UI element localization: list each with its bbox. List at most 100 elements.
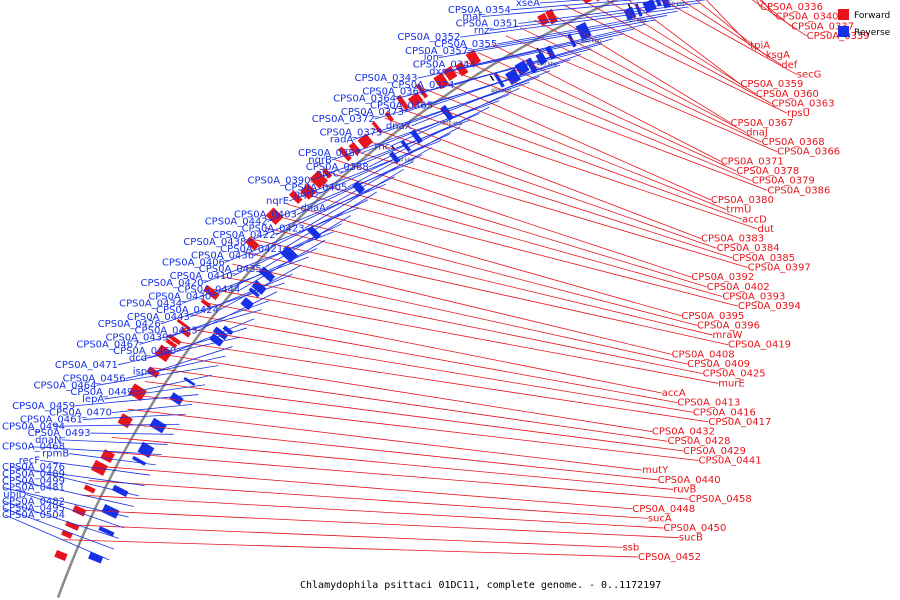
reverse-gene-label: radA — [330, 135, 354, 146]
reverse-gene-label: maf — [462, 12, 482, 23]
reverse-gene-label: CPS0A_0354 — [448, 5, 511, 16]
label-leader-line — [519, 27, 762, 143]
label-leader-line — [267, 161, 414, 222]
label-leader-line — [288, 140, 442, 202]
reverse-gene-label: CPS0A_0365 — [370, 100, 433, 111]
genome-backbone-arc — [56, 0, 619, 599]
label-leader-line — [61, 539, 639, 558]
forward-gene-label: murE — [718, 378, 745, 389]
label-leader-line — [438, 19, 656, 59]
legend-reverse-label: Reverse — [854, 28, 891, 38]
label-leader-line — [756, 0, 761, 8]
label-leader-line — [390, 88, 520, 147]
reverse-gene-feature — [98, 526, 115, 537]
genome-caption: Chlamydophila psittaci 01DC11, complete … — [300, 580, 661, 591]
forward-gene-label: CPS0A_0368 — [762, 137, 825, 148]
scale-tick-label: 520 kbp — [394, 157, 414, 163]
forward-gene-label: CPS0A_0378 — [736, 166, 799, 177]
reverse-gene-label: CPS0A_0464 — [34, 380, 97, 391]
forward-gene-feature — [357, 133, 374, 150]
label-leader-line — [3, 487, 129, 518]
label-leader-line — [403, 59, 571, 113]
reverse-gene-label: CPS0A_0343 — [355, 73, 418, 84]
label-leader-line — [146, 327, 248, 359]
forward-gene-feature — [545, 8, 558, 25]
forward-gene-label: CPS0A_0397 — [748, 263, 811, 274]
reverse-gene-label: CPS0A_0504 — [2, 510, 65, 521]
reverse-gene-feature — [183, 376, 196, 387]
forward-gene-feature — [288, 190, 303, 204]
forward-gene-feature — [65, 520, 80, 531]
forward-gene-feature — [596, 0, 601, 2]
forward-gene-label: CPS0A_0336 — [760, 2, 823, 13]
reverse-gene-label: CPS0A_0357 — [405, 46, 468, 57]
label-leader-line — [339, 113, 480, 175]
reverse-gene-label: CPS0A_0420 — [141, 278, 204, 289]
label-leader-line — [497, 10, 678, 45]
reverse-gene-label: CPS0A_0435 — [199, 264, 262, 275]
label-leader-line — [90, 432, 174, 435]
reverse-gene-label: CPS0A_0375 — [319, 128, 382, 139]
reverse-gene-feature — [661, 0, 671, 9]
forward-gene-feature — [322, 167, 333, 179]
label-leader-line — [133, 374, 212, 393]
label-leader-line — [32, 446, 162, 456]
forward-gene-feature — [54, 549, 68, 562]
label-leader-line — [759, 0, 792, 27]
label-leader-line — [310, 119, 470, 181]
reverse-gene-label: recF — [19, 455, 41, 466]
forward-gene-label: sucA — [648, 513, 672, 524]
reverse-gene-label: nqrC — [316, 169, 340, 180]
reverse-gene-label: nqrE — [266, 196, 289, 207]
label-leader-line — [88, 480, 648, 519]
label-leader-line — [534, 19, 747, 133]
reverse-gene-feature — [525, 57, 538, 74]
forward-gene-label: tpiA — [750, 41, 770, 52]
reverse-gene-feature — [240, 297, 254, 311]
forward-gene-feature — [583, 0, 594, 4]
label-leader-line — [304, 168, 404, 229]
reverse-gene-label: CPS0A_0422 — [212, 230, 275, 241]
forward-gene-label: CPS0A_0386 — [767, 185, 830, 196]
label-leader-line — [189, 273, 293, 318]
forward-gene-feature — [455, 61, 469, 77]
reverse-gene-label: CPS0A_0406 — [162, 257, 225, 268]
label-leader-line — [548, 11, 731, 124]
reverse-gene-label: CPS0A_0499 — [2, 476, 65, 487]
label-leader-line — [176, 318, 255, 352]
label-leader-line — [154, 346, 233, 373]
forward-gene-label: CPS0A_0394 — [738, 301, 801, 312]
reverse-gene-feature — [88, 551, 104, 564]
label-leader-line — [111, 403, 193, 413]
reverse-gene-label: CPS0A_0471 — [55, 360, 118, 371]
label-leader-lines — [3, 0, 807, 561]
forward-gene-feature — [179, 327, 192, 338]
reverse-gene-label: CPS0A_0423 — [242, 223, 305, 234]
reverse-gene-feature — [505, 68, 521, 86]
legend-forward-label: Forward — [854, 11, 890, 21]
label-leader-line — [103, 451, 689, 500]
reverse-gene-label: dnaA — [300, 203, 326, 214]
reverse-gene-feature — [307, 225, 322, 240]
forward-gene-label: CPS0A_0429 — [683, 446, 746, 457]
reverse-gene-label: CPS0A_0442 — [205, 216, 268, 227]
reverse-gene-label: ispG — [133, 367, 155, 378]
reverse-gene-label: CPS0A_0434 — [119, 298, 182, 309]
label-leader-line — [172, 340, 709, 423]
label-leader-line — [661, 0, 798, 75]
reverse-gene-label: CPS0A_0390 — [248, 175, 311, 186]
reverse-gene-label: CPS0A_0355 — [434, 39, 497, 50]
forward-gene-label: CPS0A_0371 — [721, 156, 784, 167]
forward-gene-label: CPS0A_0408 — [672, 349, 735, 360]
label-leader-line — [318, 133, 451, 195]
forward-gene-label: CPS0A_0428 — [667, 436, 730, 447]
forward-gene-label: dnaJ — [746, 127, 768, 138]
label-leader-line — [331, 100, 500, 161]
label-leader-line — [371, 127, 717, 249]
label-leader-line — [467, 15, 667, 52]
label-leader-line — [201, 301, 662, 394]
label-leader-line — [242, 251, 672, 355]
scale-tick-label: 500 kbp — [442, 121, 462, 127]
label-leader-line — [359, 138, 733, 259]
forward-gene-feature — [265, 207, 284, 226]
